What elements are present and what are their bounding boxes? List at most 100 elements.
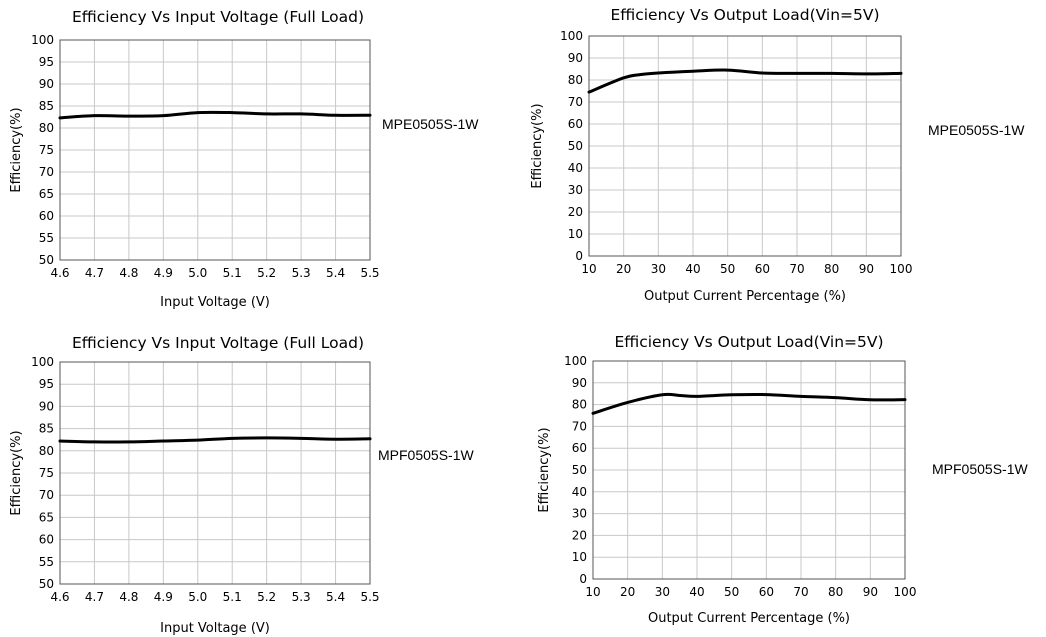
x-tick-label: 40 — [685, 262, 700, 276]
x-tick-label: 100 — [894, 585, 917, 599]
chart-4: 10 20 30 40 50 60 70 80 90 1000102030405060708090… — [537, 333, 1028, 626]
chart-2: 10 20 30 40 50 60 70 80 90 1000102030405060708090… — [530, 6, 1025, 304]
y-tick-label: 80 — [568, 73, 583, 87]
model-label: MPF0505S-1W — [932, 461, 1028, 477]
x-tick-label: 4.8 — [119, 266, 138, 280]
x-tick-label: 60 — [755, 262, 770, 276]
chart-title: Efficiency Vs Output Load(Vin=5V) — [614, 333, 883, 351]
y-tick-label: 50 — [39, 577, 54, 591]
x-tick-label: 5.5 — [360, 590, 379, 604]
y-tick-label: 55 — [39, 555, 54, 569]
y-tick-label: 90 — [39, 77, 54, 91]
y-tick-label: 75 — [39, 466, 54, 480]
y-tick-label: 100 — [564, 354, 587, 368]
x-tick-label: 5.1 — [223, 266, 242, 280]
model-label: MPE0505S-1W — [928, 122, 1025, 138]
x-tick-label: 4.6 — [50, 266, 69, 280]
x-tick-label: 5.3 — [292, 266, 311, 280]
x-tick-label: 80 — [824, 262, 839, 276]
y-tick-label: 70 — [572, 419, 587, 433]
x-tick-label: 5.2 — [257, 590, 276, 604]
x-tick-label: 30 — [655, 585, 670, 599]
y-tick-label: 10 — [572, 550, 587, 564]
y-axis-label: Efficiency(%) — [9, 107, 24, 192]
x-tick-label: 50 — [720, 262, 735, 276]
x-tick-label: 70 — [789, 262, 804, 276]
x-tick-label: 10 — [581, 262, 596, 276]
y-tick-label: 40 — [572, 485, 587, 499]
y-tick-label: 90 — [572, 376, 587, 390]
y-axis-label: Efficiency(%) — [537, 427, 552, 512]
y-tick-label: 100 — [31, 33, 54, 47]
y-tick-label: 20 — [568, 205, 583, 219]
x-tick-label: 4.7 — [85, 590, 104, 604]
x-tick-label: 4.9 — [154, 590, 173, 604]
y-tick-label: 10 — [568, 227, 583, 241]
y-tick-label: 60 — [568, 117, 583, 131]
y-tick-label: 30 — [572, 507, 587, 521]
x-tick-label: 80 — [828, 585, 843, 599]
y-tick-label: 95 — [39, 55, 54, 69]
y-tick-label: 60 — [39, 209, 54, 223]
x-tick-label: 20 — [620, 585, 635, 599]
model-label: MPE0505S-1W — [382, 116, 479, 132]
x-tick-label: 100 — [890, 262, 913, 276]
x-tick-label: 90 — [863, 585, 878, 599]
chart-1: 4.6 4.7 4.8 4.9 5.0 5.1 5.2 5.3 5.4 5.5 50 55 60 65 70… — [9, 8, 479, 310]
x-tick-label: 40 — [689, 585, 704, 599]
x-tick-label: 20 — [616, 262, 631, 276]
y-tick-label: 40 — [568, 161, 583, 175]
y-tick-label: 70 — [39, 165, 54, 179]
y-tick-label: 60 — [572, 441, 587, 455]
x-tick-label: 60 — [759, 585, 774, 599]
x-tick-label: 5.1 — [223, 590, 242, 604]
x-tick-label: 50 — [724, 585, 739, 599]
y-tick-label: 50 — [568, 139, 583, 153]
plot-frame — [59, 361, 371, 585]
plot-frame — [59, 39, 371, 261]
y-tick-label: 90 — [39, 399, 54, 413]
x-tick-label: 5.4 — [326, 266, 345, 280]
y-tick-label: 60 — [39, 533, 54, 547]
y-tick-label: 20 — [572, 528, 587, 542]
efficiency-series-line — [591, 392, 907, 415]
model-label: MPF0505S-1W — [378, 447, 474, 463]
x-tick-label: 30 — [651, 262, 666, 276]
y-tick-label: 0 — [575, 249, 583, 263]
x-tick-label: 10 — [585, 585, 600, 599]
y-tick-label: 85 — [39, 99, 54, 113]
y-tick-label: 70 — [39, 488, 54, 502]
y-tick-label: 80 — [39, 444, 54, 458]
x-tick-label: 5.0 — [188, 266, 207, 280]
y-tick-label: 70 — [568, 95, 583, 109]
x-tick-label: 5.4 — [326, 590, 345, 604]
y-tick-label: 0 — [579, 572, 587, 586]
y-tick-label: 90 — [568, 51, 583, 65]
efficiency-series-line — [587, 68, 903, 94]
y-tick-label: 80 — [39, 121, 54, 135]
x-axis-label: Output Current Percentage (%) — [648, 611, 850, 626]
x-tick-label: 4.6 — [50, 590, 69, 604]
efficiency-series-line — [58, 436, 372, 444]
plot-frame — [592, 360, 906, 580]
x-tick-label: 4.9 — [154, 266, 173, 280]
y-axis-label: Efficiency(%) — [9, 430, 24, 515]
x-tick-label: 4.7 — [85, 266, 104, 280]
plot-frame — [588, 35, 902, 257]
x-tick-label: 5.3 — [292, 590, 311, 604]
y-tick-label: 85 — [39, 422, 54, 436]
chart-title: Efficiency Vs Input Voltage (Full Load) — [72, 8, 364, 26]
y-tick-label: 55 — [39, 231, 54, 245]
y-tick-label: 80 — [572, 398, 587, 412]
y-tick-label: 65 — [39, 510, 54, 524]
x-tick-label: 4.8 — [119, 590, 138, 604]
chart-title: Efficiency Vs Output Load(Vin=5V) — [610, 6, 879, 24]
y-tick-label: 75 — [39, 143, 54, 157]
efficiency-series-line — [58, 110, 372, 120]
y-tick-label: 95 — [39, 377, 54, 391]
y-tick-label: 30 — [568, 183, 583, 197]
y-tick-label: 50 — [39, 253, 54, 267]
y-tick-label: 100 — [31, 355, 54, 369]
y-axis-label: Efficiency(%) — [530, 103, 545, 188]
